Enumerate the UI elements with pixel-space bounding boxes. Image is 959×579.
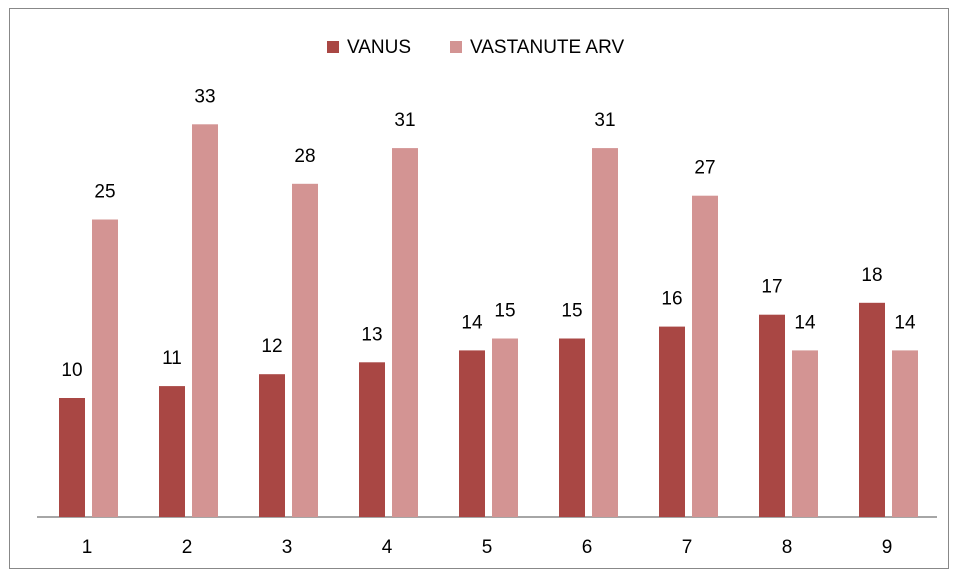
value-label: 33 [194, 86, 215, 107]
value-label: 14 [794, 312, 816, 333]
bar [459, 350, 485, 517]
value-label: 15 [494, 301, 515, 322]
bar [559, 338, 585, 517]
x-tick-label: 2 [182, 537, 193, 558]
value-label: 11 [162, 348, 182, 369]
value-label: 14 [461, 312, 483, 333]
x-tick-label: 1 [82, 537, 93, 558]
x-tick-label: 6 [582, 537, 593, 558]
bar [359, 362, 385, 517]
value-label: 18 [861, 265, 882, 286]
x-tick-label: 4 [382, 537, 393, 558]
x-tick-label: 8 [782, 537, 793, 558]
bar [392, 148, 418, 517]
x-tick-label: 9 [882, 537, 893, 558]
bar [259, 374, 285, 517]
value-label: 31 [394, 110, 415, 131]
bar [592, 148, 618, 517]
legend-swatch [327, 41, 339, 53]
legend-swatch [450, 41, 462, 53]
legend-label: VASTANUTE ARV [470, 37, 624, 58]
bar [92, 219, 118, 517]
value-label: 10 [61, 360, 82, 381]
value-label: 14 [894, 312, 916, 333]
value-label: 12 [261, 336, 282, 357]
legend-label: VANUS [347, 37, 411, 58]
value-label: 13 [361, 324, 382, 345]
value-label: 15 [561, 301, 582, 322]
bar [859, 302, 885, 517]
x-tick-label: 3 [282, 537, 293, 558]
bar [192, 124, 218, 518]
x-tick-label: 7 [682, 537, 693, 558]
value-label: 28 [294, 146, 315, 167]
bar [492, 338, 518, 517]
bar [292, 183, 318, 518]
bar [159, 386, 185, 517]
value-label: 25 [94, 182, 115, 203]
value-label: 17 [761, 277, 782, 298]
bar [892, 350, 918, 517]
x-tick-label: 5 [482, 537, 493, 558]
value-label: 31 [594, 110, 615, 131]
bar [59, 398, 85, 517]
bar [792, 350, 818, 517]
bar [692, 195, 718, 517]
bar [759, 314, 785, 517]
value-label: 27 [694, 158, 715, 179]
bar [659, 326, 685, 517]
value-label: 16 [661, 289, 682, 310]
